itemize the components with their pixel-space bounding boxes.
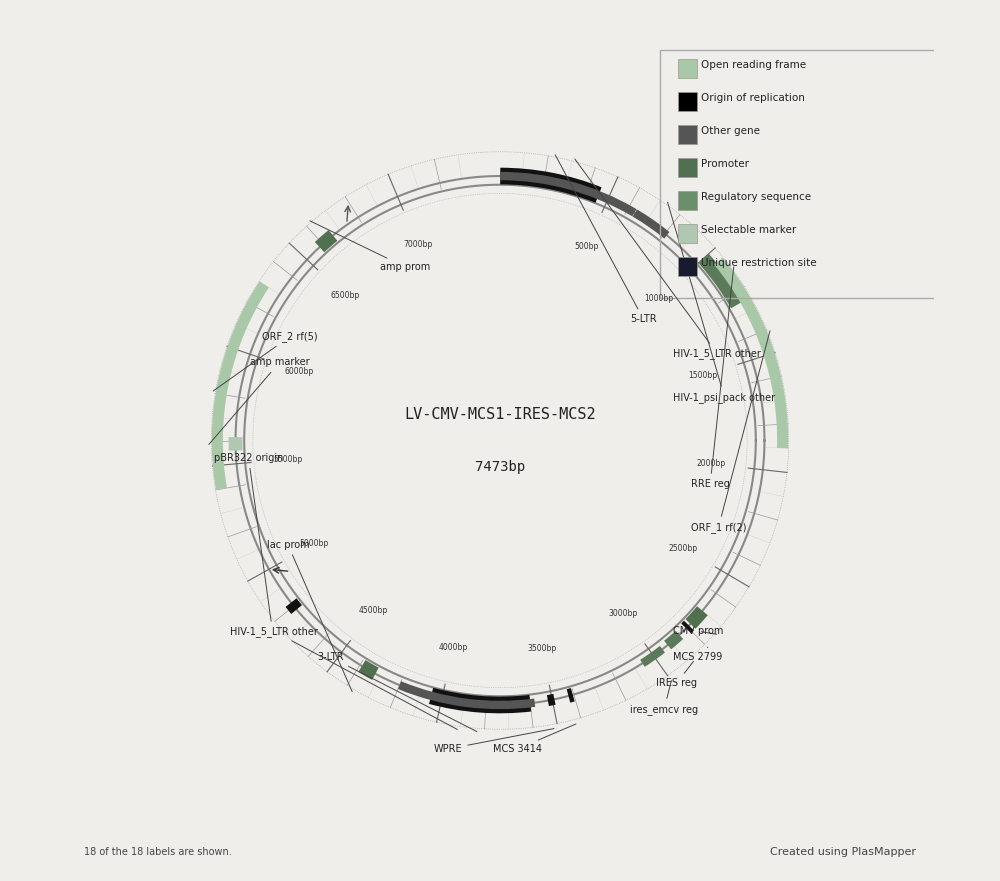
Text: pBR322 origin: pBR322 origin — [214, 453, 283, 621]
Text: ORF_2 rf(5): ORF_2 rf(5) — [213, 331, 318, 391]
Text: Regulatory sequence: Regulatory sequence — [701, 192, 811, 202]
Text: Other gene: Other gene — [701, 126, 760, 136]
FancyBboxPatch shape — [678, 256, 697, 276]
Text: amp prom: amp prom — [310, 221, 431, 272]
Text: 2500bp: 2500bp — [669, 544, 698, 552]
Text: HIV-1_5_LTR other: HIV-1_5_LTR other — [575, 159, 761, 359]
Text: 6000bp: 6000bp — [285, 366, 314, 375]
Text: HIV-1_5_LTR other: HIV-1_5_LTR other — [230, 626, 457, 729]
Text: RRE reg: RRE reg — [691, 267, 734, 489]
Text: 1500bp: 1500bp — [688, 371, 717, 381]
Text: HIV-1_psi_pack other: HIV-1_psi_pack other — [668, 202, 776, 403]
Text: 3-LTR: 3-LTR — [317, 652, 477, 731]
FancyBboxPatch shape — [678, 92, 697, 111]
Text: 7000bp: 7000bp — [403, 241, 432, 249]
Text: Selectable marker: Selectable marker — [701, 225, 796, 235]
Text: amp marker: amp marker — [209, 358, 309, 445]
Text: 3500bp: 3500bp — [527, 644, 557, 653]
Text: WPRE: WPRE — [434, 729, 554, 754]
Text: MCS 3414: MCS 3414 — [493, 724, 576, 754]
FancyBboxPatch shape — [678, 158, 697, 177]
FancyBboxPatch shape — [678, 59, 697, 78]
Text: Open reading frame: Open reading frame — [701, 60, 806, 70]
Text: 500bp: 500bp — [575, 242, 599, 251]
Text: 3000bp: 3000bp — [609, 609, 638, 618]
Text: 5-LTR: 5-LTR — [555, 155, 657, 324]
FancyBboxPatch shape — [678, 125, 697, 144]
Text: 6500bp: 6500bp — [330, 291, 360, 300]
Text: 18 of the 18 labels are shown.: 18 of the 18 labels are shown. — [84, 847, 232, 856]
Text: LV-CMV-MCS1-IRES-MCS2: LV-CMV-MCS1-IRES-MCS2 — [404, 407, 596, 422]
Text: MCS 2799: MCS 2799 — [673, 648, 723, 663]
Text: 4500bp: 4500bp — [358, 606, 387, 615]
Text: ires_emcv reg: ires_emcv reg — [630, 680, 698, 714]
Text: 7473bp: 7473bp — [475, 460, 525, 473]
Text: IRES reg: IRES reg — [656, 662, 697, 688]
Text: lac prom: lac prom — [267, 539, 352, 692]
Text: Created using PlasMapper: Created using PlasMapper — [770, 847, 916, 856]
Text: CMV prom: CMV prom — [673, 626, 724, 636]
Text: 2000bp: 2000bp — [697, 460, 726, 469]
Text: 4000bp: 4000bp — [439, 643, 468, 652]
FancyBboxPatch shape — [678, 224, 697, 243]
Text: 1000bp: 1000bp — [644, 294, 673, 303]
Text: Origin of replication: Origin of replication — [701, 93, 805, 103]
Text: ORF_1 rf(2): ORF_1 rf(2) — [691, 330, 770, 533]
Text: Promoter: Promoter — [701, 159, 749, 169]
Text: Unique restriction site: Unique restriction site — [701, 258, 817, 268]
Text: 5000bp: 5000bp — [300, 539, 329, 549]
Text: 5500bp: 5500bp — [274, 455, 303, 463]
FancyBboxPatch shape — [678, 191, 697, 210]
